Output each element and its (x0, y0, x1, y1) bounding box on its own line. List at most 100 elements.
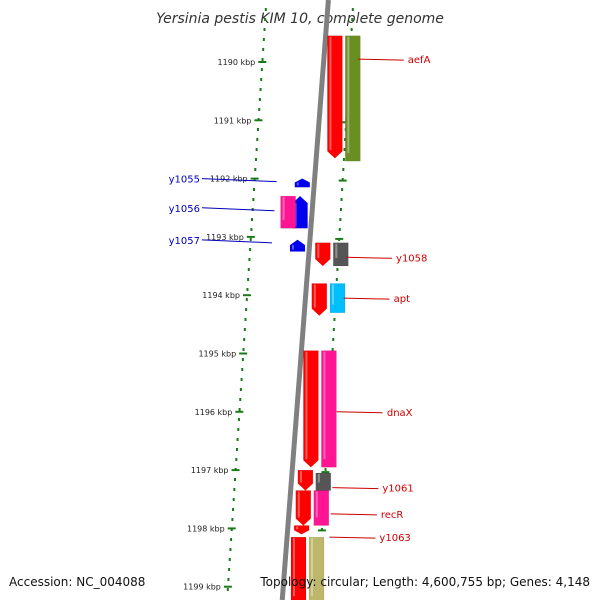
gene-feature[interactable] (321, 350, 337, 468)
gene-feature-highlight (296, 182, 299, 186)
ruler-tick-label: 1195 kbp (198, 350, 236, 359)
ruler-dot (232, 508, 235, 511)
gene-feature[interactable] (315, 242, 331, 267)
gene-feature-highlight (317, 474, 320, 483)
ruler-tick-label: 1197 kbp (191, 466, 229, 475)
ruler-dot (243, 328, 246, 331)
ruler-dot (258, 98, 261, 101)
ruler-dot (254, 168, 257, 171)
outer-dot (336, 268, 339, 271)
ruler-dot (232, 498, 235, 501)
ruler-dot (250, 228, 253, 231)
ruler-dot (240, 378, 243, 381)
label-leader-line (343, 297, 390, 300)
gene-feature[interactable] (280, 195, 296, 229)
outer-dot (350, 28, 353, 31)
gene-feature[interactable] (313, 490, 330, 526)
ruler-dot (241, 358, 244, 361)
label-leader-line (357, 58, 404, 61)
ruler-dot (259, 88, 262, 91)
ruler-dotted-line (226, 8, 267, 591)
gene-label-dnaX[interactable]: dnaX (387, 408, 413, 419)
ruler-dot (229, 548, 232, 551)
accession-text: Accession: NC_004088 (9, 575, 145, 589)
ruler-dot (245, 308, 248, 311)
gene-feature-highlight (297, 491, 300, 518)
gene-label-y1058[interactable]: y1058 (396, 253, 427, 264)
ruler-tick-label: 1193 kbp (206, 233, 244, 242)
label-leader-line (336, 411, 383, 414)
ruler-dot (233, 488, 236, 491)
gene-feature[interactable] (289, 239, 306, 252)
ruler-dot (235, 448, 238, 451)
gene-feature[interactable] (297, 469, 314, 491)
label-leader-line (201, 178, 277, 183)
ruler-tick-label: 1191 kbp (214, 116, 252, 125)
gene-feature[interactable] (308, 536, 325, 600)
ruler-tick-label: 1192 kbp (210, 175, 248, 184)
ruler-dot (239, 388, 242, 391)
outer-dot (342, 168, 345, 171)
outer-dot (343, 148, 346, 151)
gene-feature-highlight (291, 245, 294, 250)
ruler-dot (231, 518, 234, 521)
outer-dot (344, 138, 347, 141)
gene-label-y1055[interactable]: y1055 (169, 175, 200, 186)
ruler-dot (227, 578, 230, 581)
gene-feature-highlight (299, 471, 302, 483)
gene-label-y1063[interactable]: y1063 (379, 533, 410, 544)
gene-label-y1056[interactable]: y1056 (169, 204, 200, 215)
outer-dot (335, 278, 338, 281)
gene-feature-highlight (313, 284, 316, 308)
ruler-dot (248, 258, 251, 261)
ruler-dot (262, 38, 265, 41)
ruler-dot (228, 558, 231, 561)
ruler-dot (249, 238, 252, 241)
ruler-dot (244, 318, 247, 321)
gene-feature-highlight (282, 197, 285, 221)
gene-label-recR[interactable]: recR (381, 510, 404, 521)
gene-feature[interactable] (294, 178, 311, 188)
ruler-tick-label: 1198 kbp (187, 524, 225, 533)
gene-features (280, 35, 361, 600)
ruler-tick-label: 1190 kbp (218, 58, 256, 67)
ruler-dot (249, 248, 252, 251)
ruler-dot (235, 458, 238, 461)
ruler-dot (251, 218, 254, 221)
outer-dot (331, 348, 334, 351)
ruler-dot (241, 368, 244, 371)
outer-dot (340, 198, 343, 201)
outer-dot (341, 188, 344, 191)
gene-feature[interactable] (345, 35, 361, 162)
ruler-dot (252, 198, 255, 201)
ruler-dot (260, 78, 263, 81)
gene-label-apt[interactable]: apt (394, 294, 410, 305)
outer-dot (339, 208, 342, 211)
ruler-dot (242, 348, 245, 351)
gene-feature[interactable] (311, 283, 328, 316)
gene-label-y1061[interactable]: y1061 (382, 484, 413, 495)
gene-feature-highlight (315, 491, 318, 518)
gene-feature[interactable] (303, 350, 319, 468)
outer-dot (351, 18, 354, 21)
gene-feature-highlight (323, 351, 326, 460)
gene-label-aefA[interactable]: aefA (408, 55, 431, 66)
gene-feature-highlight (317, 243, 320, 259)
ruler-dot (237, 428, 240, 431)
gene-feature[interactable] (333, 242, 349, 267)
ruler-dot (264, 8, 267, 11)
gene-feature[interactable] (295, 490, 312, 526)
outer-dot (332, 338, 335, 341)
ruler-dot (255, 148, 258, 151)
gene-feature[interactable] (315, 472, 332, 491)
gene-feature-highlight (310, 538, 313, 597)
gene-label-y1057[interactable]: y1057 (169, 236, 200, 247)
gene-feature[interactable] (290, 536, 307, 600)
ruler-tick-label: 1194 kbp (202, 291, 240, 300)
gene-feature[interactable] (327, 35, 343, 159)
ruler-dot (262, 48, 265, 51)
gene-feature[interactable] (293, 525, 310, 535)
gene-feature[interactable] (329, 283, 346, 313)
gene-feature-highlight (347, 36, 350, 154)
